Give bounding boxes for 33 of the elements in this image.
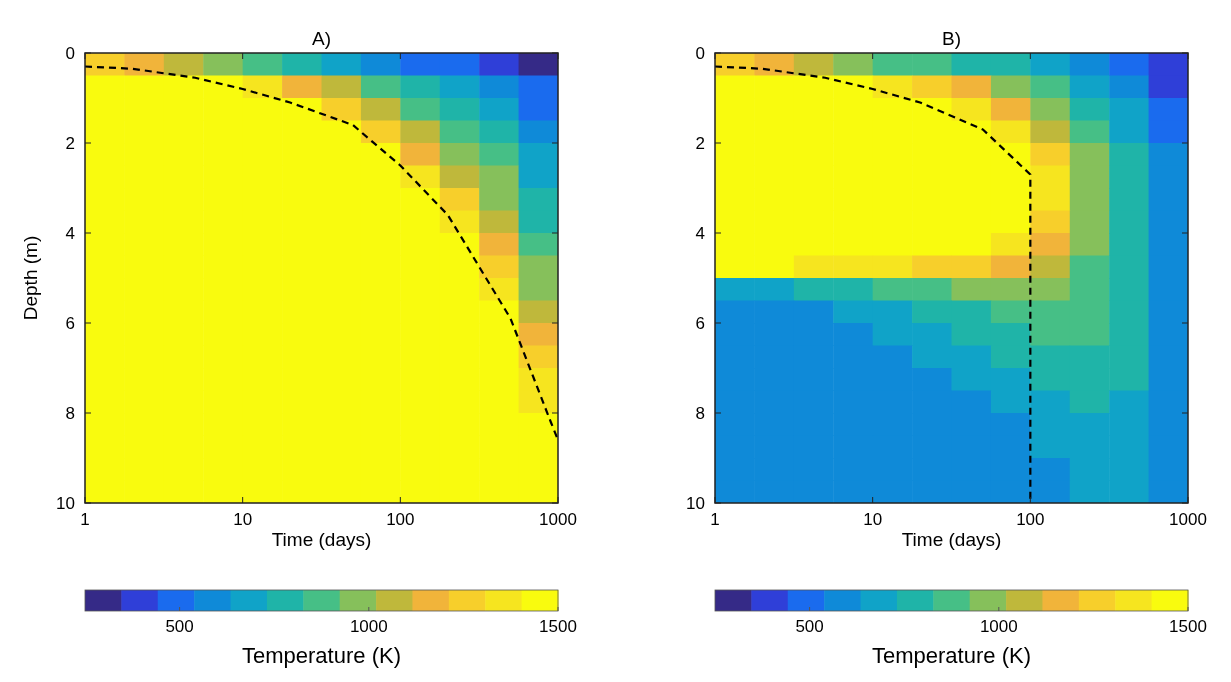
color-bar-label: 1000 xyxy=(979,617,1018,636)
x-axis-title: Time (days) xyxy=(271,529,372,550)
x-tick-label: 1 xyxy=(80,510,90,529)
y-tick-label: 0 xyxy=(65,43,75,63)
x-tick-label: 100 xyxy=(386,510,415,529)
y-tick-label: 0 xyxy=(695,43,705,63)
chart-title: B) xyxy=(942,28,961,49)
y-tick-label: 10 xyxy=(56,493,75,513)
chart-title: A) xyxy=(312,28,331,49)
color-bar-label: 1500 xyxy=(1169,617,1207,636)
y-tick-label: 2 xyxy=(65,133,75,153)
x-tick-label: 1000 xyxy=(1169,510,1207,529)
color-bar-title: Temperature (K) xyxy=(242,643,401,668)
color-bar-label: 1500 xyxy=(539,617,577,636)
y-tick-label: 4 xyxy=(65,223,75,243)
y-tick-label: 2 xyxy=(695,133,705,153)
x-tick-label: 10 xyxy=(233,510,253,529)
y-tick-label: 10 xyxy=(686,493,705,513)
y-tick-label: 4 xyxy=(695,223,705,243)
y-tick-label: 6 xyxy=(695,313,705,333)
x-tick-label: 1 xyxy=(710,510,720,529)
x-tick-label: 100 xyxy=(1016,510,1045,529)
y-axis-title: Depth (m) xyxy=(20,235,41,321)
color-bar-label: 500 xyxy=(795,617,824,636)
y-tick-label: 6 xyxy=(65,313,75,333)
x-tick-label: 10 xyxy=(863,510,883,529)
x-tick-label: 1000 xyxy=(539,510,577,529)
color-bar-label: 1000 xyxy=(349,617,388,636)
y-tick-label: 8 xyxy=(695,403,705,423)
color-bar-title: Temperature (K) xyxy=(872,643,1031,668)
color-bar-label: 500 xyxy=(165,617,194,636)
x-axis-title: Time (days) xyxy=(901,529,1002,550)
y-tick-label: 8 xyxy=(65,403,75,423)
